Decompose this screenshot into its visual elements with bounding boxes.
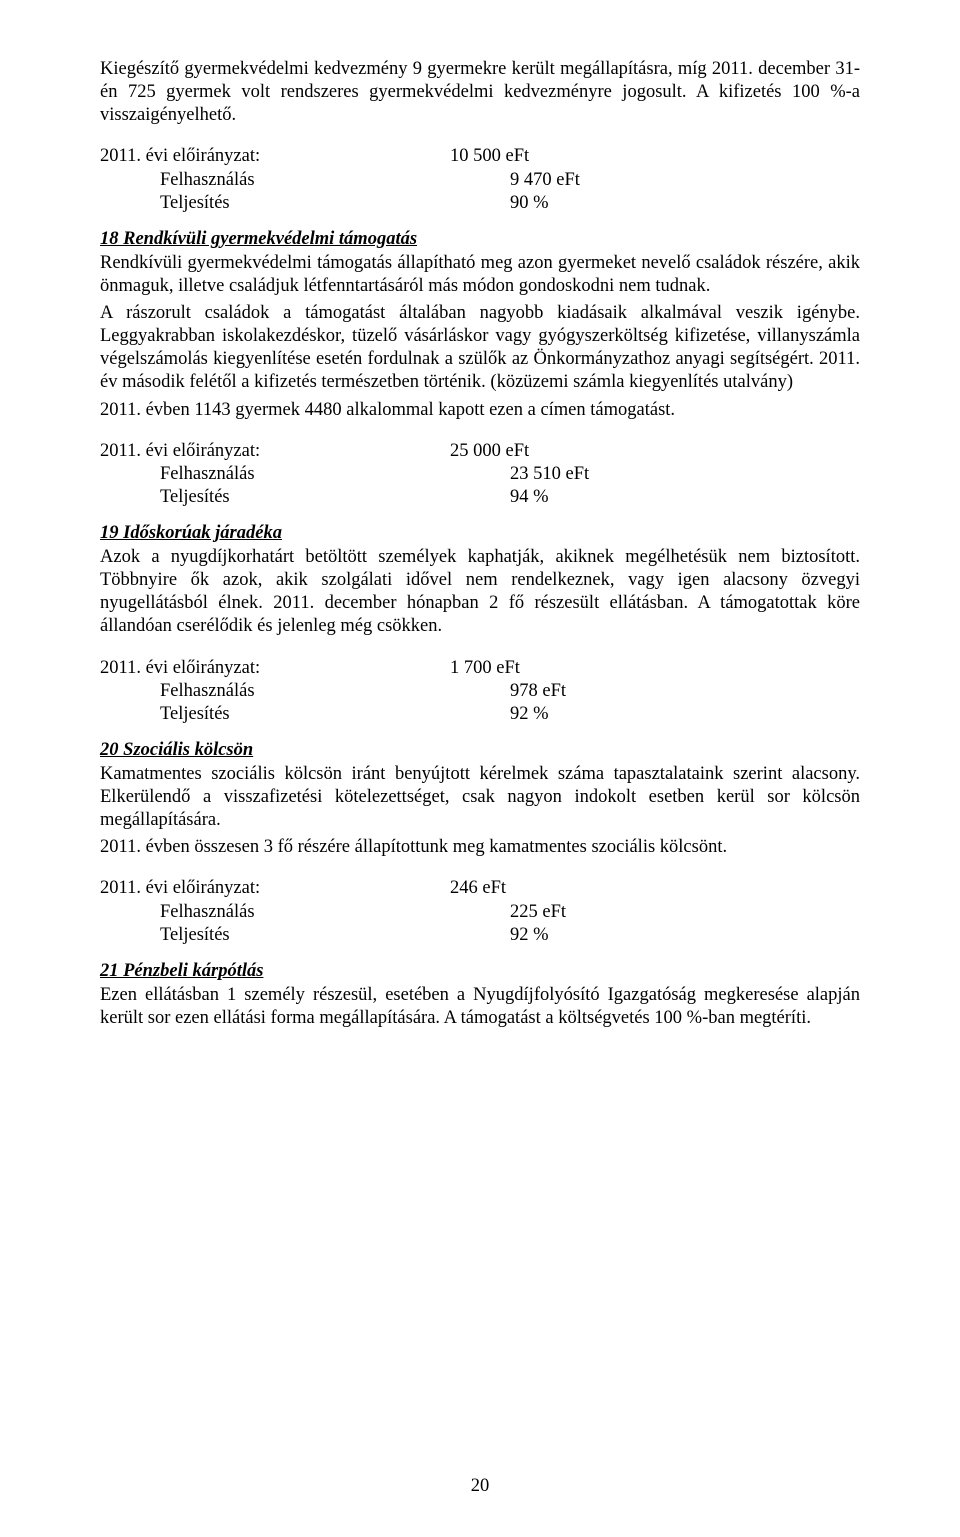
budget-value: 10 500 eFt	[450, 145, 529, 168]
budget-label: 2011. évi előirányzat:	[100, 440, 450, 463]
budget-label: Teljesítés	[100, 703, 510, 726]
budget-label: 2011. évi előirányzat:	[100, 657, 450, 680]
budget-row: Felhasználás 23 510 eFt	[100, 463, 860, 486]
section-19-paragraph: Azok a nyugdíjkorhatárt betöltött személ…	[100, 546, 860, 639]
budget-label: Teljesítés	[100, 192, 510, 215]
section-20-title: 20 Szociális kölcsön	[100, 740, 860, 761]
section-18-paragraph: A rászorult családok a támogatást általá…	[100, 302, 860, 395]
budget-row: Teljesítés 92 %	[100, 703, 860, 726]
budget-value: 1 700 eFt	[450, 657, 520, 680]
budget-label: Teljesítés	[100, 486, 510, 509]
section-18-paragraph: 2011. évben 1143 gyermek 4480 alkalommal…	[100, 399, 860, 422]
document-page: Kiegészítő gyermekvédelmi kedvezmény 9 g…	[0, 0, 960, 1537]
budget-value: 23 510 eFt	[510, 463, 589, 486]
budget-row: Felhasználás 978 eFt	[100, 680, 860, 703]
budget-label: Felhasználás	[100, 901, 510, 924]
budget-label: 2011. évi előirányzat:	[100, 145, 450, 168]
section-18-title: 18 Rendkívüli gyermekvédelmi támogatás	[100, 229, 860, 250]
intro-paragraph: Kiegészítő gyermekvédelmi kedvezmény 9 g…	[100, 58, 860, 127]
section-20-paragraph: Kamatmentes szociális kölcsön iránt beny…	[100, 763, 860, 832]
budget-label: Teljesítés	[100, 924, 510, 947]
budget-row: Felhasználás 9 470 eFt	[100, 169, 860, 192]
section-21-paragraph: Ezen ellátásban 1 személy részesül, eset…	[100, 984, 860, 1030]
budget-label: Felhasználás	[100, 169, 510, 192]
budget-row: Teljesítés 90 %	[100, 192, 860, 215]
budget-value: 9 470 eFt	[510, 169, 580, 192]
budget-value: 978 eFt	[510, 680, 566, 703]
page-number: 20	[0, 1476, 960, 1497]
budget-row: Teljesítés 94 %	[100, 486, 860, 509]
budget-row: Felhasználás 225 eFt	[100, 901, 860, 924]
budget-label: 2011. évi előirányzat:	[100, 877, 450, 900]
section-21-title: 21 Pénzbeli kárpótlás	[100, 961, 860, 982]
section-18-paragraph: Rendkívüli gyermekvédelmi támogatás álla…	[100, 252, 860, 298]
budget-row: 2011. évi előirányzat: 25 000 eFt	[100, 440, 860, 463]
budget-value: 92 %	[510, 924, 549, 947]
budget-row: 2011. évi előirányzat: 246 eFt	[100, 877, 860, 900]
budget-value: 246 eFt	[450, 877, 506, 900]
section-20-paragraph: 2011. évben összesen 3 fő részére állapí…	[100, 836, 860, 859]
section-19-title: 19 Időskorúak járadéka	[100, 523, 860, 544]
budget-value: 94 %	[510, 486, 549, 509]
budget-row: 2011. évi előirányzat: 10 500 eFt	[100, 145, 860, 168]
budget-value: 225 eFt	[510, 901, 566, 924]
budget-label: Felhasználás	[100, 680, 510, 703]
budget-row: 2011. évi előirányzat: 1 700 eFt	[100, 657, 860, 680]
budget-label: Felhasználás	[100, 463, 510, 486]
budget-value: 90 %	[510, 192, 549, 215]
budget-row: Teljesítés 92 %	[100, 924, 860, 947]
budget-value: 92 %	[510, 703, 549, 726]
budget-value: 25 000 eFt	[450, 440, 529, 463]
